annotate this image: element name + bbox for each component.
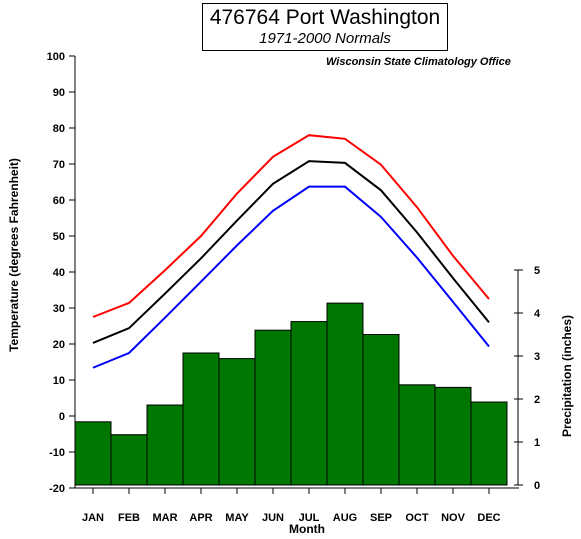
- y-right-tick-label: 2: [534, 394, 540, 406]
- precip-bar: [218, 358, 256, 486]
- x-tick-label: SEP: [370, 512, 392, 524]
- y-left-tick-label: 80: [53, 123, 65, 135]
- precip-bar: [470, 401, 508, 486]
- y-right-tick-label: 3: [534, 351, 540, 363]
- precip-bar: [74, 421, 112, 486]
- y-right-tick-label: 4: [534, 308, 541, 320]
- temperature-line-2: [92, 160, 490, 344]
- y-left-tick-label: 50: [53, 231, 65, 243]
- y-left-tick-label: -20: [49, 483, 65, 495]
- x-axis-label: Month: [289, 522, 325, 536]
- chart-subtitle: 1971-2000 Normals: [259, 30, 391, 47]
- x-tick-label: DEC: [477, 512, 500, 524]
- y-left-tick-label: 60: [53, 195, 65, 207]
- y-right-tick-label: 1: [534, 437, 540, 449]
- y-right-tick-label: 0: [534, 480, 540, 492]
- x-tick-label: APR: [189, 512, 212, 524]
- y-left-tick-label: 10: [53, 375, 65, 387]
- precip-bar: [290, 321, 328, 486]
- precip-bar: [254, 329, 292, 486]
- y-left-tick-label: 20: [53, 339, 65, 351]
- precip-bar: [362, 334, 400, 486]
- x-tick-label: JUN: [262, 512, 284, 524]
- y-left-tick-label: 30: [53, 303, 65, 315]
- x-tick-label: JUL: [299, 512, 320, 524]
- x-tick-label: MAY: [225, 512, 249, 524]
- precip-bar: [110, 434, 148, 486]
- y-left-tick-label: 90: [53, 87, 65, 99]
- x-tick-label: FEB: [118, 512, 140, 524]
- precip-bar: [146, 404, 184, 486]
- temperature-line-1: [92, 134, 490, 318]
- x-tick-label: AUG: [333, 512, 357, 524]
- x-tick-label: OCT: [405, 512, 429, 524]
- y-right-tick-label: 5: [534, 265, 540, 277]
- precip-bar: [398, 384, 436, 486]
- precip-bar: [326, 302, 364, 486]
- y-left-tick-label: 40: [53, 267, 65, 279]
- source-label: Wisconsin State Climatology Office: [326, 56, 511, 68]
- x-tick-label: JAN: [82, 512, 104, 524]
- temperature-line-3: [92, 185, 490, 369]
- y-left-tick-label: 100: [47, 51, 65, 63]
- x-tick-label: MAR: [152, 512, 177, 524]
- chart-title: 476764 Port Washington: [209, 6, 441, 29]
- chart-title-box: 476764 Port Washington 1971-2000 Normals: [202, 3, 448, 51]
- precip-bar: [182, 352, 220, 486]
- y-left-tick-label: 0: [59, 411, 65, 423]
- y-left-tick-label: -10: [49, 447, 65, 459]
- precip-bar: [434, 386, 472, 486]
- x-tick-label: NOV: [441, 512, 466, 524]
- y-left-tick-label: 70: [53, 159, 65, 171]
